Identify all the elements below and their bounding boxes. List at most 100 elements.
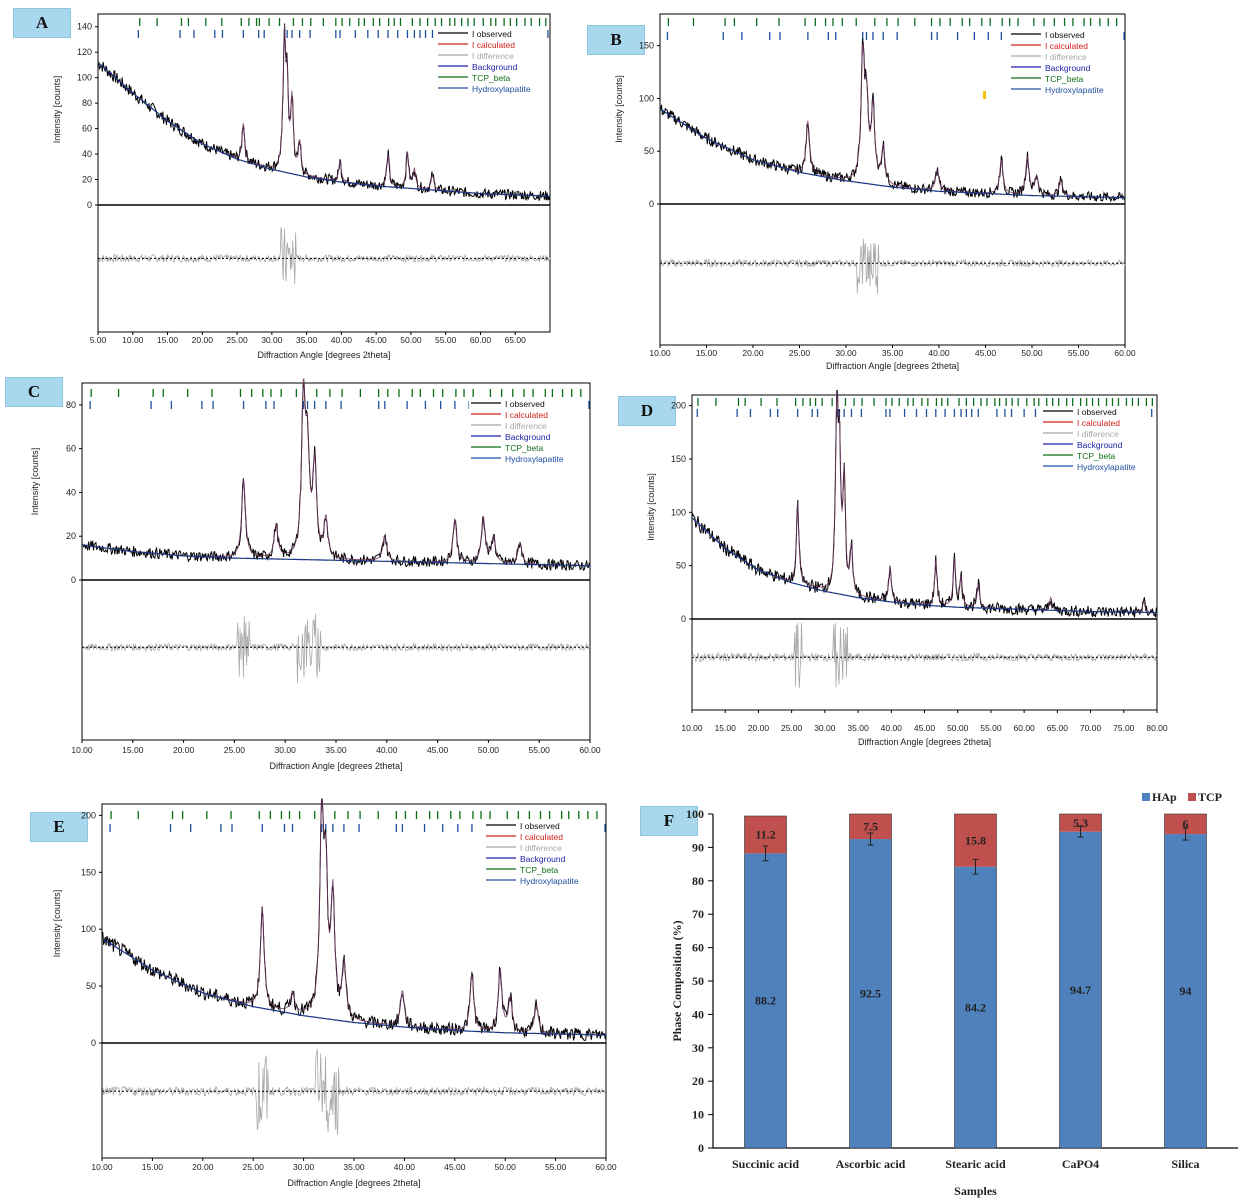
legend-bg [1041, 461, 1151, 472]
panel-label-e: E [30, 812, 88, 842]
x-tick-label: 55.00 [545, 1162, 567, 1172]
x-tick-label: 30.00 [275, 745, 297, 755]
y-tick-label: 50 [676, 561, 686, 571]
hap-data-label: 92.5 [860, 987, 881, 1001]
y-tick-label: 90 [692, 840, 704, 854]
category-label: Stearic acid [945, 1157, 1006, 1171]
xrd-panel-e: 0 50 100 150 200 10.00 15.00 20.00 25.00 30.00 35.… [52, 798, 617, 1188]
legend-bg [436, 50, 546, 61]
x-tick-label: 15.00 [142, 1162, 164, 1172]
x-tick-label: 15.00 [696, 348, 718, 358]
legend-bg [469, 431, 579, 442]
x-tick-label: 50.00 [947, 723, 969, 733]
legend-bg [469, 453, 579, 464]
x-tick-label: 10.00 [649, 348, 671, 358]
y-tick-label: 60 [66, 444, 76, 454]
x-tick-label: 40.00 [394, 1162, 416, 1172]
x-tick-label: 15.00 [122, 745, 144, 755]
tcp-beta-reflections [697, 398, 1153, 406]
y-tick-label: 30 [692, 1041, 704, 1055]
legend-entry-tcp: TCP [1198, 790, 1222, 804]
bar-hap [849, 839, 892, 1148]
y-tick-label: 70 [692, 907, 704, 921]
i-difference-series [81, 613, 591, 683]
x-axis-label: Diffraction Angle [degrees 2theta] [258, 350, 391, 360]
legend-entry: Background [505, 432, 551, 442]
y-tick-label: 50 [86, 981, 96, 991]
legend-entry: I observed [472, 29, 512, 39]
legend-entry: I difference [472, 51, 514, 61]
x-tick-label: 60.00 [470, 335, 492, 345]
tcp-data-label: 7.5 [863, 820, 878, 834]
bar-hap [1164, 834, 1207, 1148]
x-tick-label: 35.00 [847, 723, 869, 733]
hap-data-label: 94.7 [1070, 983, 1091, 997]
legend-entry: I difference [505, 421, 547, 431]
y-tick-label: 50 [644, 146, 654, 156]
x-tick-label: 25.00 [243, 1162, 265, 1172]
x-tick-label: 40.00 [881, 723, 903, 733]
legend-entry: I difference [520, 843, 562, 853]
legend-entry: Hydroxylapatite [505, 454, 564, 464]
legend-entry: Background [1045, 63, 1091, 73]
x-tick-label: 55.00 [1068, 348, 1090, 358]
x-axis-label: Diffraction Angle [degrees 2theta] [858, 737, 991, 747]
legend-bg [1009, 62, 1119, 73]
tcp-data-label: 6 [1183, 817, 1189, 831]
legend-entry: I calculated [505, 410, 548, 420]
y-axis-label: Intensity [counts] [52, 890, 62, 958]
x-tick-label: 60.00 [595, 1162, 617, 1172]
x-tick-label: 10.00 [71, 745, 93, 755]
x-tick-label: 55.00 [529, 745, 551, 755]
y-axis-label: Intensity [counts] [614, 75, 624, 143]
legend-entry: I observed [1045, 30, 1085, 40]
y-tick-label: 0 [681, 614, 686, 624]
x-tick-label: 35.00 [296, 335, 318, 345]
y-tick-label: 80 [82, 98, 92, 108]
x-tick-label: 10.00 [122, 335, 144, 345]
y-tick-label: 100 [639, 93, 654, 103]
y-tick-label: 0 [91, 1038, 96, 1048]
y-tick-label: 60 [692, 941, 704, 955]
x-tick-label: 35.00 [882, 348, 904, 358]
x-tick-label: 20.00 [748, 723, 770, 733]
legend-entry: I difference [1045, 52, 1087, 62]
x-tick-label: 15.00 [715, 723, 737, 733]
legend-entry: TCP_beta [1045, 74, 1084, 84]
legend-bg [1009, 40, 1119, 51]
legend-bg [484, 853, 594, 864]
legend-bg [469, 398, 579, 409]
legend-swatch-tcp [1188, 793, 1196, 801]
y-tick-label: 200 [671, 401, 686, 411]
legend-bg [1009, 51, 1119, 62]
panel-label-f: F [640, 806, 698, 836]
legend-bg [1041, 450, 1151, 461]
x-tick-label: 50.00 [1021, 348, 1043, 358]
y-tick-label: 140 [77, 22, 92, 32]
x-tick-label: 60.00 [1014, 723, 1036, 733]
bar-outline [954, 813, 997, 1149]
x-tick-label: 5.00 [90, 335, 107, 345]
tcp-data-label: 11.2 [755, 828, 775, 842]
y-tick-label: 100 [686, 807, 704, 821]
legend-entry-hap: HAp [1152, 790, 1177, 804]
x-tick-label: 10.00 [91, 1162, 113, 1172]
x-tick-label: 25.00 [224, 745, 246, 755]
legend-bg [484, 820, 594, 831]
bar-tcp [954, 814, 997, 867]
tcp-beta-profile [81, 544, 590, 567]
legend-bg [436, 28, 546, 39]
x-tick-label: 60.00 [1114, 348, 1136, 358]
legend-entry: I observed [1077, 407, 1117, 417]
tcp-beta-profile [101, 938, 606, 1036]
x-tick-label: 45.00 [427, 745, 449, 755]
xrd-panel-b: 0 50 100 150 10.00 15.00 20.00 25.00 30.00 35.00 4… [614, 13, 1136, 371]
x-tick-label: 45.00 [366, 335, 388, 345]
tcp-beta-profile [659, 108, 1126, 198]
y-tick-label: 120 [77, 47, 92, 57]
legend-entry: I observed [505, 399, 545, 409]
legend-bg [436, 39, 546, 50]
